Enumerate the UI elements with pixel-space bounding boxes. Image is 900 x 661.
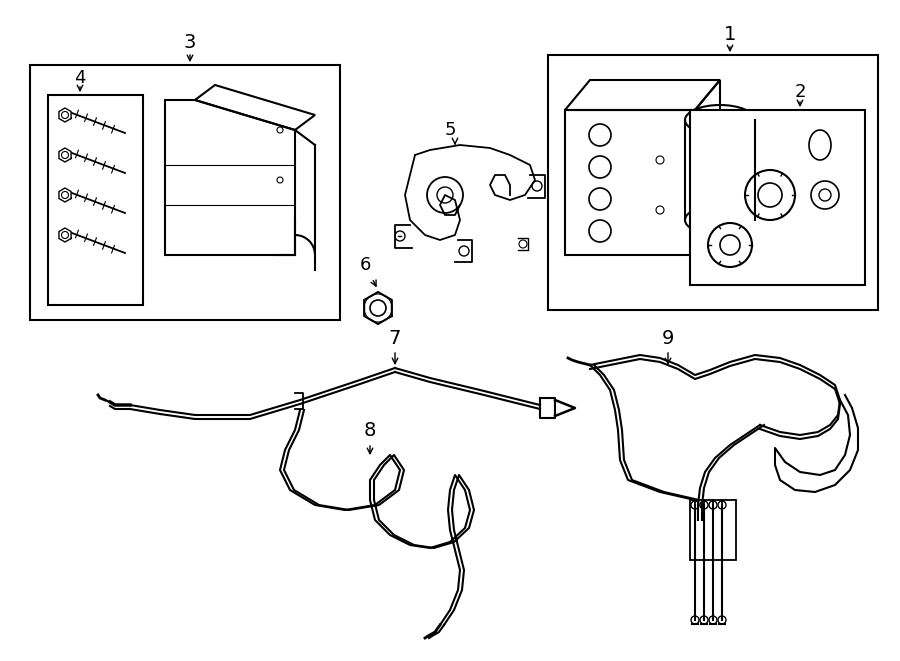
Bar [690,500,736,560]
Bar [565,110,695,255]
Text: 1: 1 [724,26,736,44]
Bar [30,65,340,320]
Text: 8: 8 [364,420,376,440]
Text: 4: 4 [74,69,86,87]
Bar [690,110,865,285]
Bar [48,95,143,305]
Text: 2: 2 [794,83,806,101]
Text: 6: 6 [359,256,371,274]
Text: 5: 5 [445,121,455,139]
Text: 3: 3 [184,32,196,52]
Text: 7: 7 [389,329,401,348]
Bar [548,55,878,310]
Text: 9: 9 [662,329,674,348]
